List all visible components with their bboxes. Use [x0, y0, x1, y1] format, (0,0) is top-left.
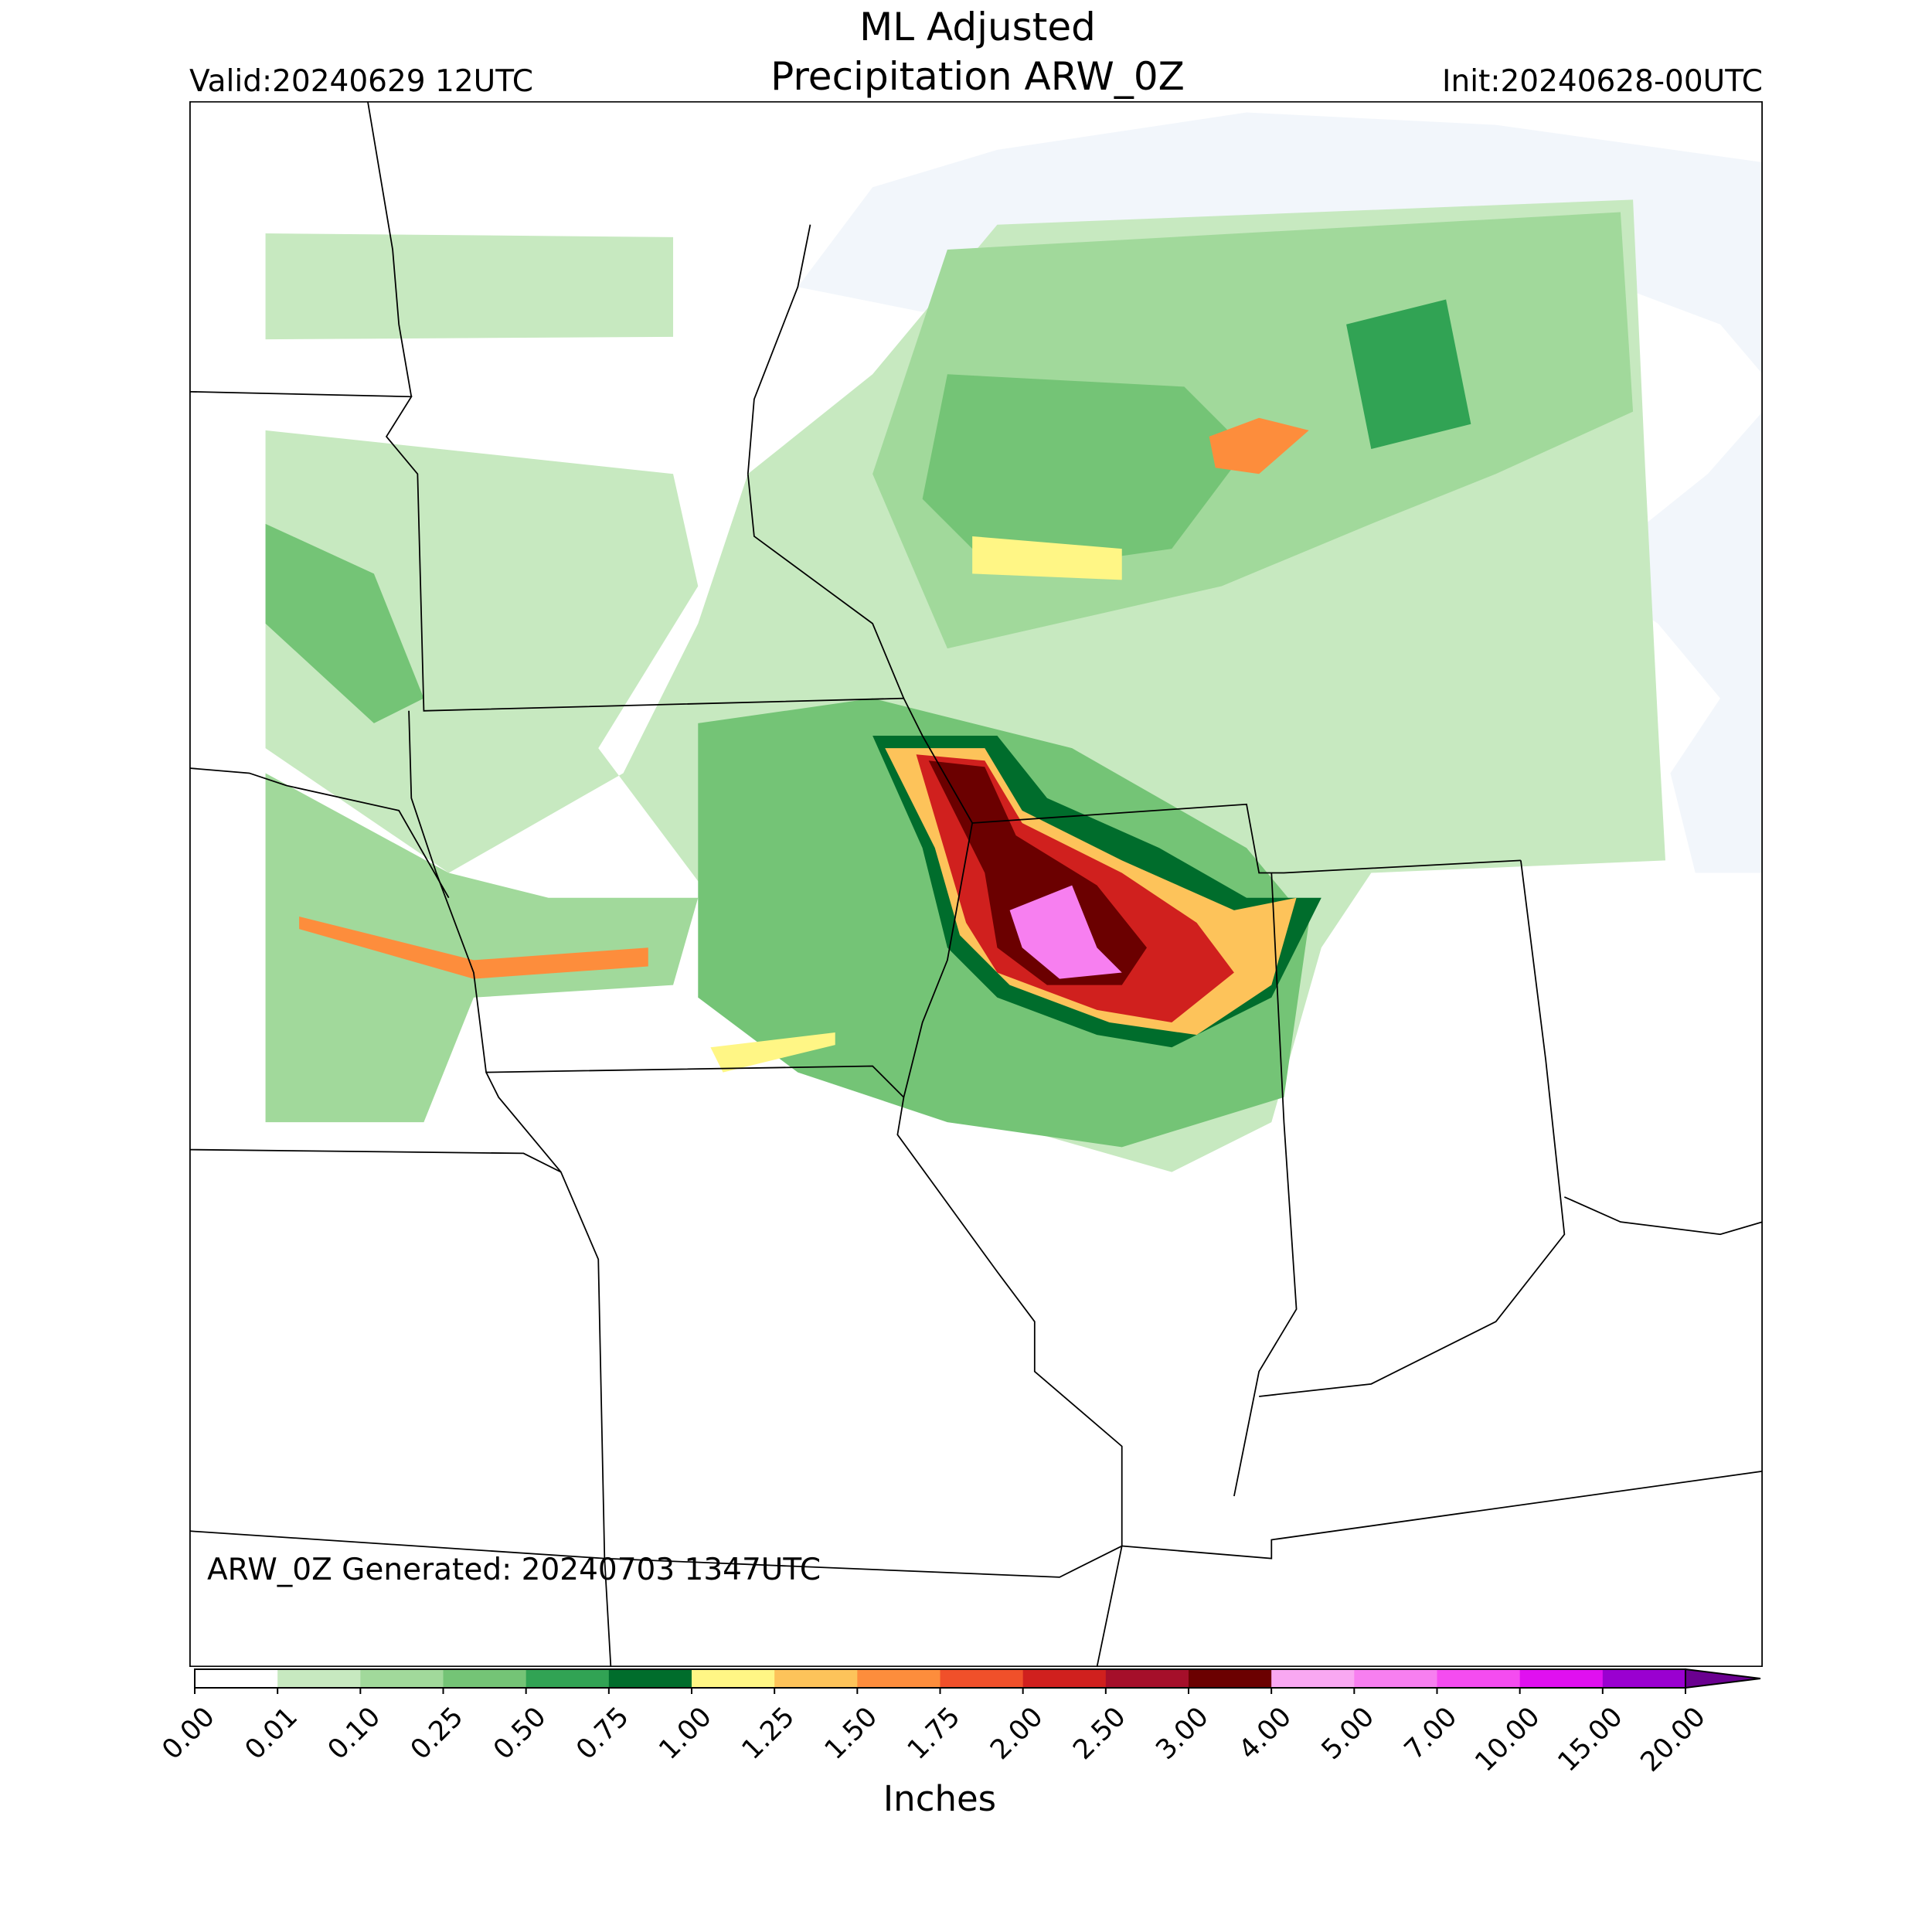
colorbar-segment [443, 1669, 527, 1688]
colorbar-segment [1519, 1669, 1604, 1688]
colorbar-tick-label: 7.00 [1399, 1702, 1463, 1766]
colorbar-segment [526, 1669, 610, 1688]
map-area [189, 101, 1763, 1667]
colorbar-segment [360, 1669, 444, 1688]
colorbar-segment [1602, 1669, 1686, 1688]
lake-huron [1583, 411, 1763, 873]
colorbar-segment [857, 1669, 940, 1688]
generated-note: ARW_0Z Generated: 20240703 1347UTC [207, 1553, 821, 1587]
colorbar-segment [277, 1669, 361, 1688]
colorbar-segment [195, 1669, 278, 1688]
state-borders [189, 101, 1763, 1667]
colorbar-tick-label: 3.00 [1151, 1702, 1215, 1766]
colorbar-segment [1354, 1669, 1437, 1688]
colorbar-segment [1105, 1669, 1189, 1688]
colorbar-tick-label: 20.00 [1635, 1702, 1712, 1778]
colorbar-segment [1437, 1669, 1521, 1688]
colorbar-tick-label: 4.00 [1233, 1702, 1298, 1766]
colorbar-tick-label: 5.00 [1316, 1702, 1380, 1766]
colorbar-segment [1271, 1669, 1355, 1688]
colorbar-segment [1022, 1669, 1107, 1688]
colorbar-tick-label: 1.00 [654, 1702, 718, 1766]
colorbar-tick-label: 1.25 [736, 1702, 801, 1766]
colorbar-tick-label: 0.01 [240, 1702, 304, 1766]
colorbar-segment [774, 1669, 858, 1688]
valid-time: Valid:20240629 12UTC [189, 64, 533, 99]
colorbar-tick-label: 0.10 [322, 1702, 386, 1766]
precip-field [265, 199, 1666, 1172]
colorbar-extend [1685, 1668, 1761, 1689]
colorbar: 0.00 0.01 0.10 0.25 0.50 0.75 1.00 1.25 1.50 1.75… [157, 1668, 1761, 1778]
init-time: Init:20240628-00UTC [1442, 64, 1763, 99]
colorbar-tick-label: 0.25 [405, 1702, 469, 1766]
colorbar-tick-label: 0.50 [488, 1702, 552, 1766]
colorbar-tick-label: 10.00 [1469, 1702, 1546, 1778]
colorbar-tick-label: 15.00 [1553, 1702, 1629, 1778]
colorbar-tick-label: 1.50 [819, 1702, 883, 1766]
colorbar-tick-label: 2.00 [985, 1702, 1049, 1766]
colorbar-segment [692, 1669, 775, 1688]
map: ARW_0Z Generated: 20240703 1347UTC [189, 101, 1763, 1667]
colorbar-tick-label: 0.75 [570, 1702, 634, 1766]
colorbar-segment [608, 1669, 692, 1688]
colorbar-tick-label: 1.75 [902, 1702, 966, 1766]
colorbar-segment [940, 1669, 1024, 1688]
colorbar-tick-label: 2.50 [1067, 1702, 1131, 1766]
colorbar-label: Inches [883, 1778, 996, 1819]
title-line2: Precipitation ARW_0Z [770, 54, 1185, 99]
map-frame [189, 101, 1763, 1667]
colorbar-segment [1189, 1669, 1272, 1688]
title-line1: ML Adjusted [859, 5, 1096, 49]
colorbar-tick-label: 0.00 [157, 1702, 221, 1766]
